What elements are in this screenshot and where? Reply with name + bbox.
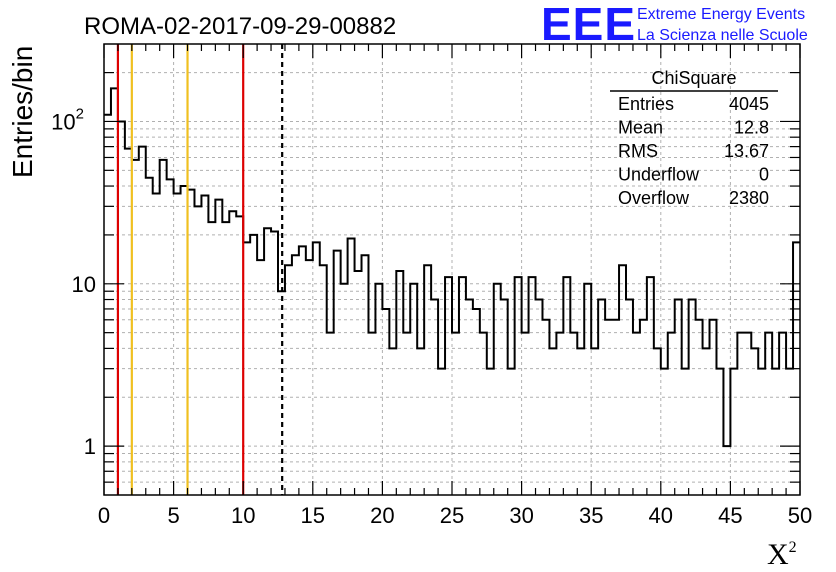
logo-subtitle-1: Extreme Energy Events bbox=[637, 6, 805, 23]
y-tick-label: 102 bbox=[51, 105, 84, 134]
x-tick-label: 0 bbox=[98, 503, 110, 528]
x-tick-label: 30 bbox=[509, 503, 533, 528]
y-tick-label: 10 bbox=[72, 272, 96, 297]
stats-label: Entries bbox=[618, 94, 674, 114]
stats-label: RMS bbox=[618, 141, 658, 161]
logo-subtitle-2: La Scienza nelle Scuole bbox=[637, 27, 808, 44]
stats-value: 2380 bbox=[729, 188, 769, 208]
x-tick-label: 35 bbox=[579, 503, 603, 528]
axis-ticks bbox=[103, 44, 801, 495]
x-tick-label: 40 bbox=[649, 503, 673, 528]
run-title: ROMA-02-2017-09-29-00882 bbox=[84, 13, 396, 40]
stats-value: 12.8 bbox=[734, 118, 769, 138]
x-axis-label: X2 bbox=[767, 538, 797, 571]
stats-value: 13.67 bbox=[724, 141, 769, 161]
stats-label: Mean bbox=[618, 118, 663, 138]
marker-lines bbox=[116, 44, 284, 495]
y-tick-labels: 1 10 102 bbox=[51, 105, 96, 459]
x-tick-label: 20 bbox=[370, 503, 394, 528]
x-tick-label: 45 bbox=[718, 503, 742, 528]
stats-label: Underflow bbox=[618, 165, 700, 185]
y-tick-label: 1 bbox=[84, 434, 96, 459]
stats-value: 4045 bbox=[729, 94, 769, 114]
stats-title: ChiSquare bbox=[651, 68, 736, 88]
eee-logo: EEE bbox=[541, 0, 636, 50]
x-tick-label: 10 bbox=[231, 503, 255, 528]
x-tick-label: 50 bbox=[788, 503, 812, 528]
grid-lines bbox=[104, 44, 800, 495]
x-tick-label: 5 bbox=[167, 503, 179, 528]
stats-value: 0 bbox=[759, 165, 769, 185]
stats-label: Overflow bbox=[618, 188, 690, 208]
histogram-steps bbox=[104, 87, 800, 448]
histogram-layer bbox=[104, 87, 800, 448]
x-tick-labels: 0 5 10 15 20 25 30 35 40 45 50 bbox=[98, 503, 812, 528]
x-tick-label: 25 bbox=[440, 503, 464, 528]
stats-rows: Entries 4045 Mean 12.8 RMS 13.67 Underflow 0 Ove… bbox=[618, 94, 769, 208]
stats-box: ChiSquare Entries 4045 Mean 12.8 RMS 13.67 Und… bbox=[610, 68, 778, 208]
x-tick-label: 15 bbox=[301, 503, 325, 528]
y-axis-label: Entries/bin bbox=[7, 46, 38, 178]
